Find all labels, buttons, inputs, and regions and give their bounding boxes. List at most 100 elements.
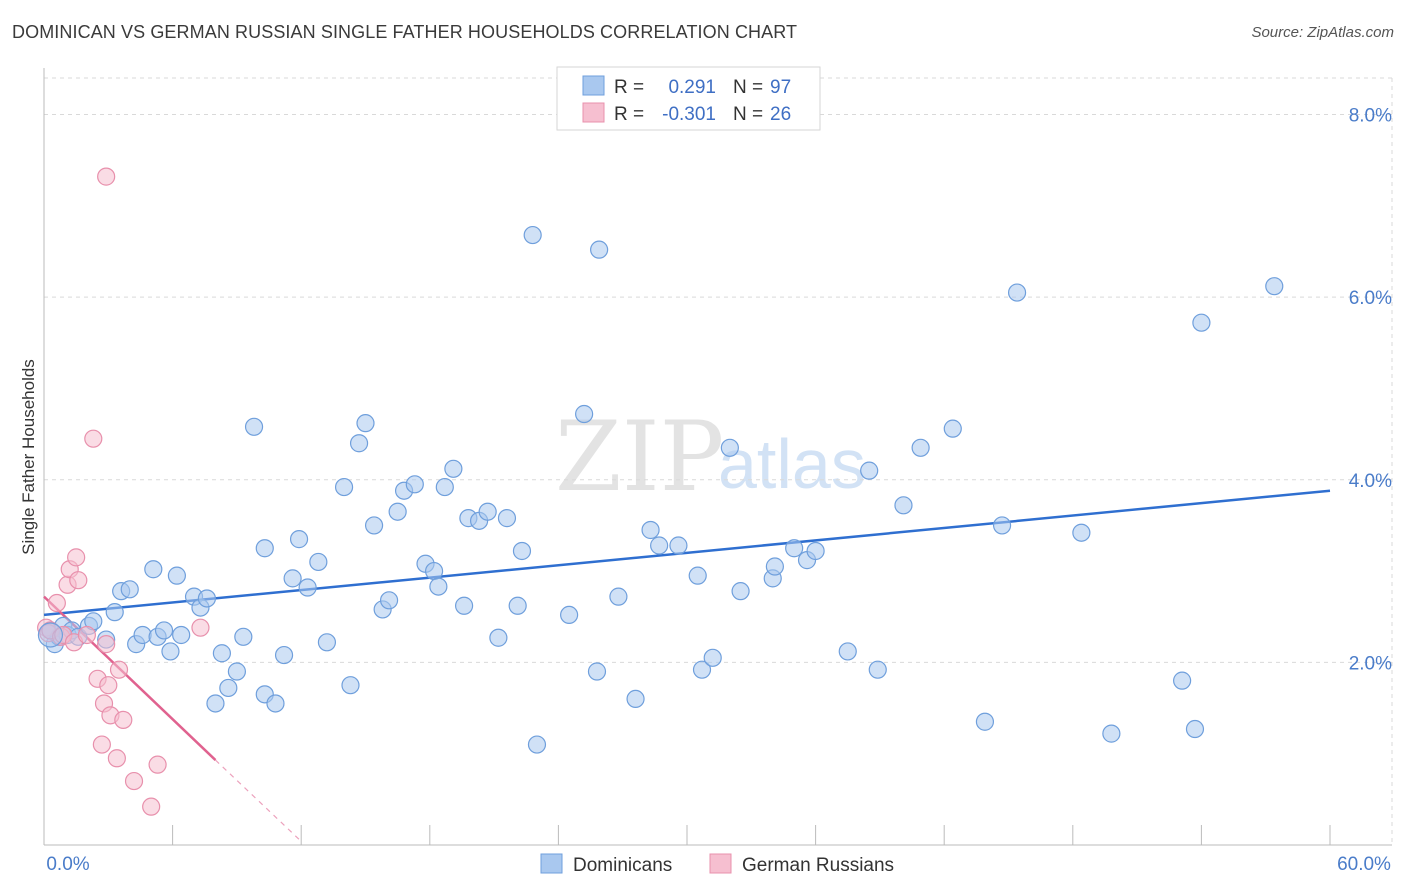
- trend-line-german-russians-extension: [215, 759, 302, 842]
- point-dominicans: [650, 536, 669, 555]
- y-tick-label: 2.0%: [1349, 653, 1392, 674]
- legend-swatch-dominicans: [582, 75, 605, 96]
- legend-n-value-german-russians: 26: [770, 104, 791, 125]
- point-dominicans: [560, 605, 579, 625]
- point-dominicans: [274, 645, 294, 665]
- point-dominicans: [587, 662, 607, 681]
- point-dominicans: [227, 662, 246, 681]
- legend-bottom-swatch-german-russians: [709, 853, 732, 874]
- point-dominicans: [669, 536, 688, 555]
- point-dominicans: [720, 438, 739, 457]
- watermark-atlas: atlas: [718, 425, 866, 503]
- point-dominicans: [349, 434, 369, 453]
- legend-bottom-label-dominicans: Dominicans: [573, 855, 672, 876]
- point-german-russians: [67, 548, 86, 567]
- point-german-russians: [69, 571, 88, 590]
- point-dominicans: [219, 678, 238, 698]
- legend-r-label-dominicans: R =: [614, 77, 644, 98]
- point-dominicans: [765, 557, 784, 576]
- point-german-russians: [114, 710, 133, 730]
- point-dominicans: [454, 596, 474, 615]
- point-dominicans: [37, 622, 64, 648]
- point-dominicans: [1173, 671, 1192, 690]
- point-dominicans: [144, 560, 163, 579]
- point-german-russians: [97, 635, 116, 654]
- point-dominicans: [1102, 724, 1121, 743]
- point-dominicans: [703, 648, 722, 667]
- legend-r-value-dominicans: 0.291: [668, 77, 716, 98]
- point-dominicans: [527, 735, 547, 754]
- point-german-russians: [99, 676, 118, 695]
- legend-bottom-swatch-dominicans: [540, 853, 563, 874]
- point-dominicans: [478, 502, 497, 521]
- point-dominicans: [167, 566, 186, 585]
- point-dominicans: [626, 689, 645, 709]
- point-dominicans: [860, 461, 879, 480]
- point-dominicans: [317, 633, 337, 652]
- point-german-russians: [109, 660, 129, 679]
- point-dominicans: [692, 660, 712, 679]
- point-dominicans: [244, 417, 264, 436]
- point-dominicans: [868, 660, 887, 679]
- point-dominicans: [992, 516, 1012, 535]
- point-dominicans: [1072, 523, 1091, 542]
- point-german-russians: [92, 735, 111, 754]
- point-dominicans: [298, 578, 317, 597]
- point-dominicans: [105, 603, 124, 622]
- point-dominicans: [405, 475, 424, 494]
- y-tick-label: 4.0%: [1349, 471, 1392, 492]
- point-dominicans: [161, 642, 180, 661]
- point-german-russians: [142, 797, 161, 816]
- legend-r-label-german-russians: R =: [614, 104, 644, 125]
- legend-stats: R = 0.291 N = 97 R = -0.301 N = 26: [556, 66, 821, 131]
- point-dominicans: [334, 477, 354, 497]
- y-tick-label: 6.0%: [1349, 288, 1392, 309]
- point-german-russians: [77, 625, 96, 645]
- point-dominicans: [120, 580, 139, 599]
- point-german-russians: [97, 167, 116, 186]
- point-dominicans: [641, 520, 660, 540]
- trend-line-dominicans: [43, 489, 1331, 617]
- point-dominicans: [341, 676, 360, 695]
- legend-r-value-german-russians: -0.301: [662, 104, 716, 125]
- point-dominicans: [154, 621, 174, 640]
- point-dominicans: [508, 596, 527, 615]
- point-dominicans: [806, 541, 825, 561]
- point-dominicans: [1007, 283, 1027, 302]
- point-dominicans: [309, 552, 328, 572]
- y-tick-label: 8.0%: [1349, 106, 1392, 127]
- legend-n-label-german-russians: N =: [733, 104, 763, 125]
- point-dominicans: [197, 589, 216, 608]
- point-dominicans: [429, 577, 448, 596]
- point-dominicans: [1185, 719, 1205, 739]
- point-dominicans: [838, 642, 857, 661]
- point-german-russians: [47, 593, 66, 613]
- point-dominicans: [234, 627, 253, 646]
- point-dominicans: [388, 502, 407, 521]
- chart-title: DOMINICAN VS GERMAN RUSSIAN SINGLE FATHE…: [12, 22, 798, 42]
- point-dominicans: [289, 530, 309, 549]
- point-dominicans: [356, 414, 375, 433]
- x-tick-label-max: 60.0%: [1337, 854, 1391, 875]
- y-axis-title: Single Father Households: [19, 359, 38, 555]
- source-label: Source: ZipAtlas.com: [1251, 24, 1394, 41]
- point-german-russians: [191, 618, 210, 637]
- point-dominicans: [489, 628, 508, 647]
- point-dominicans: [512, 541, 532, 561]
- point-german-russians: [107, 749, 126, 768]
- point-dominicans: [283, 569, 302, 588]
- point-dominicans: [575, 404, 594, 424]
- point-dominicans: [609, 587, 628, 606]
- point-german-russians: [84, 429, 103, 448]
- point-dominicans: [731, 582, 750, 601]
- point-dominicans: [497, 509, 517, 528]
- point-dominicans: [444, 459, 463, 478]
- point-dominicans: [523, 225, 542, 245]
- point-dominicans: [133, 625, 152, 645]
- point-german-russians: [124, 771, 144, 791]
- point-dominicans: [785, 539, 804, 558]
- point-dominicans: [424, 561, 444, 581]
- x-tick-label-min: 0.0%: [46, 854, 89, 875]
- point-dominicans: [975, 712, 995, 731]
